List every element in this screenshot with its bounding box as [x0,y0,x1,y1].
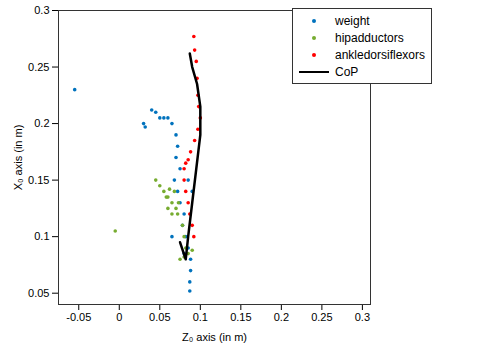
svg-text:0.3: 0.3 [355,311,370,323]
html-text:ankledorsiflexors: ankledorsiflexors [335,47,425,62]
svg-text:Z₀ axis (in m): Z₀ axis (in m) [182,331,247,343]
svg-text:0.25: 0.25 [311,311,332,323]
html-text:CoP: CoP [335,64,359,79]
svg-text:0.05: 0.05 [149,311,170,323]
svg-text:0.2: 0.2 [34,117,49,129]
svg-text:0.1: 0.1 [34,230,49,242]
svg-text:0.15: 0.15 [230,311,251,323]
svg-text:0.3: 0.3 [34,4,49,16]
svg-text:X₀ axis (in m): X₀ axis (in m) [12,125,24,191]
svg-text:0.25: 0.25 [28,61,49,73]
html-text:hipadductors: hipadductors [335,30,404,45]
svg-text:0.15: 0.15 [28,174,49,186]
svg-text:0.1: 0.1 [193,311,208,323]
svg-text:-0.05: -0.05 [66,311,91,323]
svg-text:0: 0 [116,311,122,323]
svg-text:0.2: 0.2 [274,311,289,323]
html-text:weight: weight [335,13,370,28]
svg-text:0.05: 0.05 [28,287,49,299]
